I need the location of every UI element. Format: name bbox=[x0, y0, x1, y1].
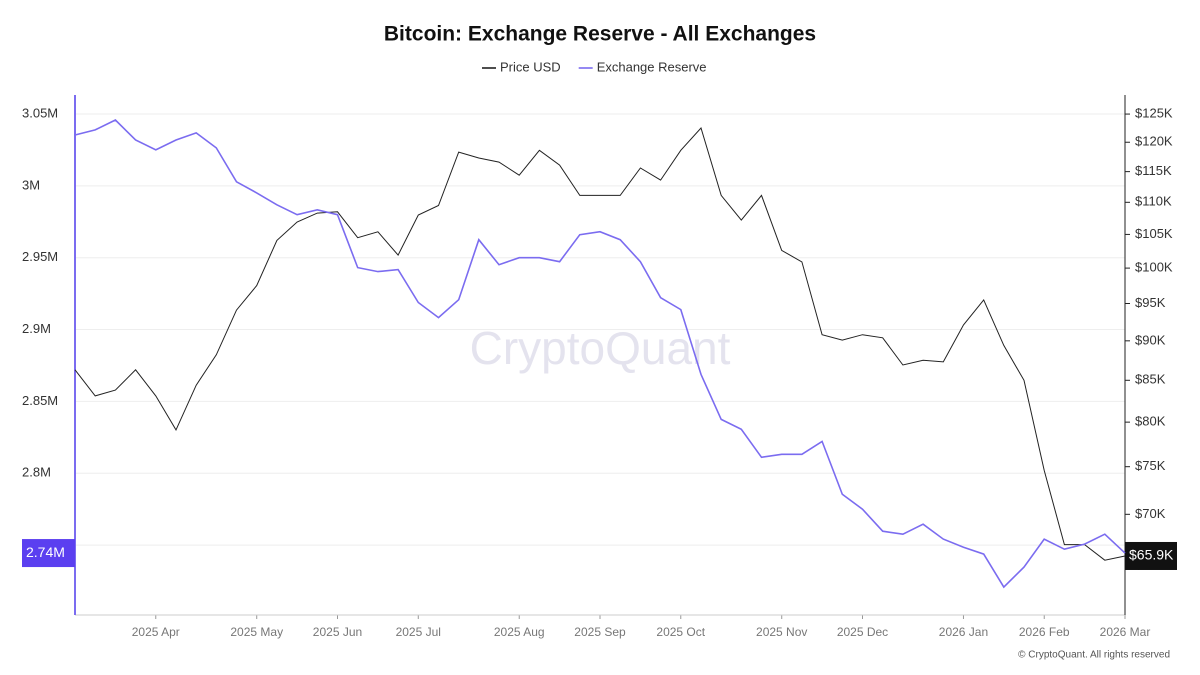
y2-tick-label: $95K bbox=[1135, 295, 1166, 310]
x-tick-label: 2025 Jul bbox=[396, 625, 441, 639]
y-tick-label: 2.8M bbox=[22, 465, 51, 480]
x-tick-label: 2026 Feb bbox=[1019, 625, 1070, 639]
y2-tick-label: $70K bbox=[1135, 506, 1166, 521]
x-tick-label: 2025 Apr bbox=[132, 625, 180, 639]
y2-tick-label: $90K bbox=[1135, 332, 1166, 347]
x-tick-label: 2025 Jun bbox=[313, 625, 362, 639]
series-line bbox=[74, 127, 1126, 561]
legend-label: Exchange Reserve bbox=[597, 59, 707, 74]
series-line bbox=[74, 119, 1126, 589]
value-label-box bbox=[22, 539, 75, 568]
credit: © CryptoQuant. All rights reserved bbox=[1018, 650, 1170, 661]
x-tick-label: 2026 Mar bbox=[1100, 625, 1151, 639]
y2-tick-label: $80K bbox=[1135, 414, 1166, 429]
y2-tick-label: $110K bbox=[1135, 194, 1172, 209]
y2-tick-label: $85K bbox=[1135, 372, 1166, 387]
y2-tick-label: $100K bbox=[1135, 260, 1173, 275]
value-label-box bbox=[1125, 541, 1177, 570]
y-tick-label: 2.95M bbox=[22, 249, 58, 264]
x-tick-label: 2025 Nov bbox=[756, 625, 807, 639]
chart-title: Bitcoin: Exchange Reserve - All Exchange… bbox=[384, 23, 816, 46]
x-tick-label: 2025 May bbox=[230, 625, 283, 639]
y2-tick-label: $115K bbox=[1135, 163, 1172, 178]
x-tick-label: 2025 Oct bbox=[656, 625, 705, 639]
y2-tick-label: $105K bbox=[1135, 226, 1173, 241]
value-label: 2.74M bbox=[26, 544, 65, 560]
x-tick-label: 2025 Aug bbox=[494, 625, 545, 639]
y-tick-label: 2.85M bbox=[22, 393, 58, 408]
x-tick-label: 2025 Sep bbox=[574, 625, 626, 639]
x-tick-label: 2025 Dec bbox=[837, 625, 888, 639]
y-tick-label: 3M bbox=[22, 177, 40, 192]
y-tick-label: 3.05M bbox=[22, 105, 58, 120]
legend-label: Price USD bbox=[500, 59, 561, 74]
y2-tick-label: $75K bbox=[1135, 458, 1166, 473]
value-label: $65.9K bbox=[1129, 547, 1174, 563]
x-tick-label: 2026 Jan bbox=[939, 625, 988, 639]
y-tick-label: 2.9M bbox=[22, 321, 51, 336]
y2-tick-label: $125K bbox=[1135, 106, 1173, 121]
y2-tick-label: $120K bbox=[1135, 134, 1173, 149]
